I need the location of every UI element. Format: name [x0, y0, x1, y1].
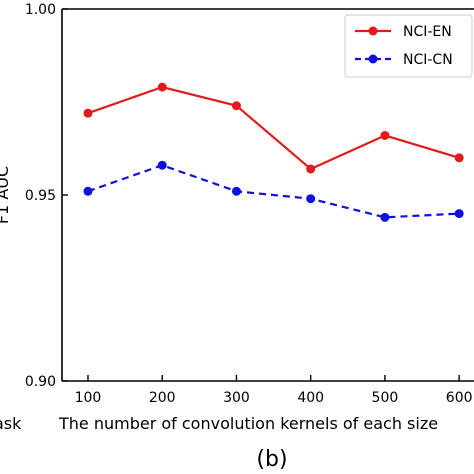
x-tick-label: 400 — [297, 390, 324, 406]
data-point-nci-en — [380, 130, 390, 140]
legend-marker-nci-cn — [368, 54, 378, 64]
data-point-nci-en — [454, 153, 464, 163]
data-point-nci-cn — [454, 209, 464, 219]
cropped-left-label: ask — [0, 414, 22, 433]
data-point-nci-cn — [83, 186, 93, 196]
x-axis-label: The number of convolution kernels of eac… — [58, 414, 438, 433]
panel-label: (b) — [256, 447, 287, 472]
x-tick-label: 100 — [75, 390, 102, 406]
series-layer — [83, 82, 464, 222]
y-axis: 0.90 0.95 1.00 — [25, 2, 68, 390]
x-tick-label: 500 — [372, 390, 399, 406]
data-point-nci-en — [83, 108, 93, 118]
y-tick-label: 0.95 — [25, 188, 56, 204]
legend-entry-nci-cn: NCI-CN — [355, 52, 453, 68]
y-tick-label: 1.00 — [25, 2, 56, 18]
legend-label-nci-cn: NCI-CN — [403, 52, 453, 68]
data-point-nci-cn — [157, 160, 167, 170]
y-tick-label: 0.90 — [25, 374, 56, 390]
series-line-nci-en — [87, 86, 460, 171]
legend-marker-nci-en — [368, 26, 378, 36]
data-point-nci-cn — [306, 194, 316, 204]
legend-label-nci-en: NCI-EN — [403, 24, 452, 40]
x-tick-label: 600 — [446, 390, 473, 406]
x-tick-label: 200 — [149, 390, 176, 406]
data-point-nci-en — [306, 164, 316, 174]
legend-entry-nci-en: NCI-EN — [355, 24, 452, 40]
data-point-nci-en — [157, 82, 167, 92]
y-axis-label: F1 AUC — [0, 166, 12, 224]
data-point-nci-cn — [380, 212, 390, 222]
data-point-nci-cn — [231, 186, 241, 196]
x-tick-label: 300 — [223, 390, 250, 406]
data-point-nci-en — [231, 101, 241, 111]
x-axis: 100 200 300 400 500 600 — [75, 375, 473, 406]
legend: NCI-EN NCI-CN — [344, 14, 473, 78]
series-line-nci-cn — [87, 164, 460, 219]
